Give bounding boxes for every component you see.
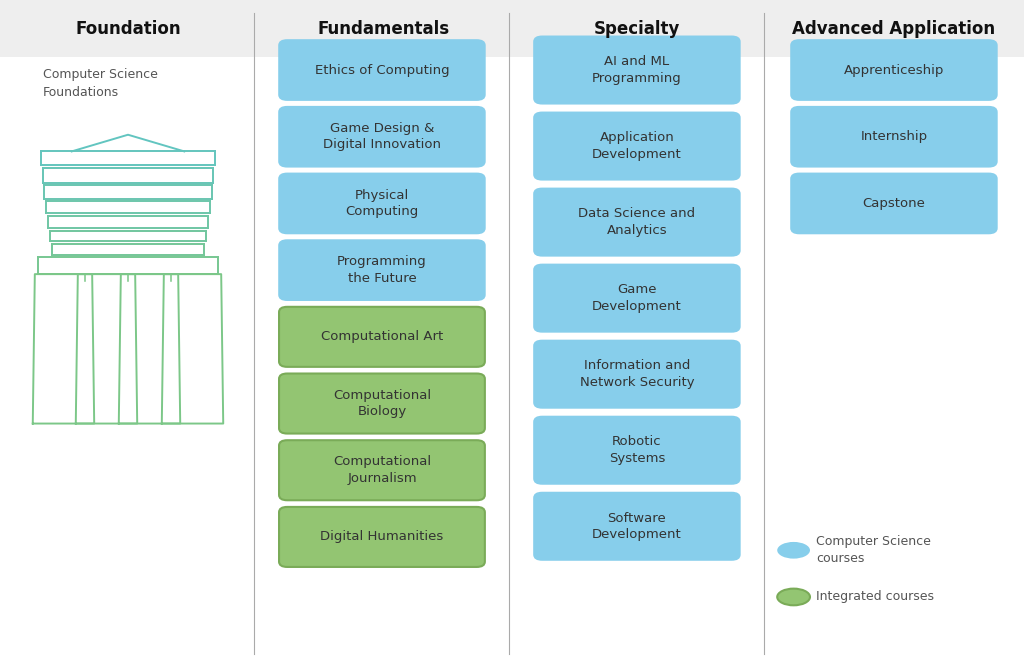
Ellipse shape bbox=[777, 589, 810, 606]
FancyBboxPatch shape bbox=[791, 107, 997, 167]
FancyBboxPatch shape bbox=[535, 340, 739, 408]
Text: Ethics of Computing: Ethics of Computing bbox=[314, 63, 450, 77]
FancyBboxPatch shape bbox=[279, 307, 485, 367]
Text: Information and
Network Security: Information and Network Security bbox=[580, 360, 694, 389]
Text: Digital Humanities: Digital Humanities bbox=[321, 530, 443, 544]
FancyBboxPatch shape bbox=[279, 107, 485, 167]
Text: Computational Art: Computational Art bbox=[321, 330, 443, 344]
Text: Internship: Internship bbox=[860, 130, 928, 143]
Text: Foundation: Foundation bbox=[75, 20, 181, 37]
Text: Software
Development: Software Development bbox=[592, 512, 682, 541]
FancyBboxPatch shape bbox=[279, 173, 485, 233]
Text: Computational
Journalism: Computational Journalism bbox=[333, 456, 431, 485]
Text: Computer Science
Foundations: Computer Science Foundations bbox=[43, 68, 158, 99]
FancyBboxPatch shape bbox=[535, 416, 739, 484]
FancyBboxPatch shape bbox=[279, 507, 485, 567]
Text: Fundamentals: Fundamentals bbox=[317, 20, 451, 37]
FancyBboxPatch shape bbox=[535, 265, 739, 332]
Text: Computational
Biology: Computational Biology bbox=[333, 389, 431, 418]
FancyBboxPatch shape bbox=[791, 173, 997, 233]
Text: Game
Development: Game Development bbox=[592, 283, 682, 313]
Text: Robotic
Systems: Robotic Systems bbox=[608, 436, 666, 465]
Ellipse shape bbox=[777, 542, 810, 559]
Bar bbox=[0, 0, 1024, 57]
FancyBboxPatch shape bbox=[791, 40, 997, 100]
FancyBboxPatch shape bbox=[279, 40, 485, 100]
FancyBboxPatch shape bbox=[535, 36, 739, 103]
Text: Application
Development: Application Development bbox=[592, 131, 682, 161]
Text: Physical
Computing: Physical Computing bbox=[345, 189, 419, 218]
FancyBboxPatch shape bbox=[279, 440, 485, 500]
Text: Programming
the Future: Programming the Future bbox=[337, 255, 427, 285]
FancyBboxPatch shape bbox=[535, 492, 739, 560]
Text: Integrated courses: Integrated courses bbox=[816, 590, 934, 604]
Text: Data Science and
Analytics: Data Science and Analytics bbox=[579, 207, 695, 237]
Text: AI and ML
Programming: AI and ML Programming bbox=[592, 55, 682, 85]
Text: Computer Science
courses: Computer Science courses bbox=[816, 536, 931, 565]
FancyBboxPatch shape bbox=[279, 374, 485, 434]
Text: Advanced Application: Advanced Application bbox=[793, 20, 995, 37]
FancyBboxPatch shape bbox=[279, 240, 485, 300]
Text: Capstone: Capstone bbox=[862, 197, 926, 210]
FancyBboxPatch shape bbox=[535, 112, 739, 179]
Text: Apprenticeship: Apprenticeship bbox=[844, 63, 944, 77]
Text: Game Design &
Digital Innovation: Game Design & Digital Innovation bbox=[323, 122, 441, 151]
Text: Specialty: Specialty bbox=[594, 20, 680, 37]
FancyBboxPatch shape bbox=[535, 189, 739, 255]
